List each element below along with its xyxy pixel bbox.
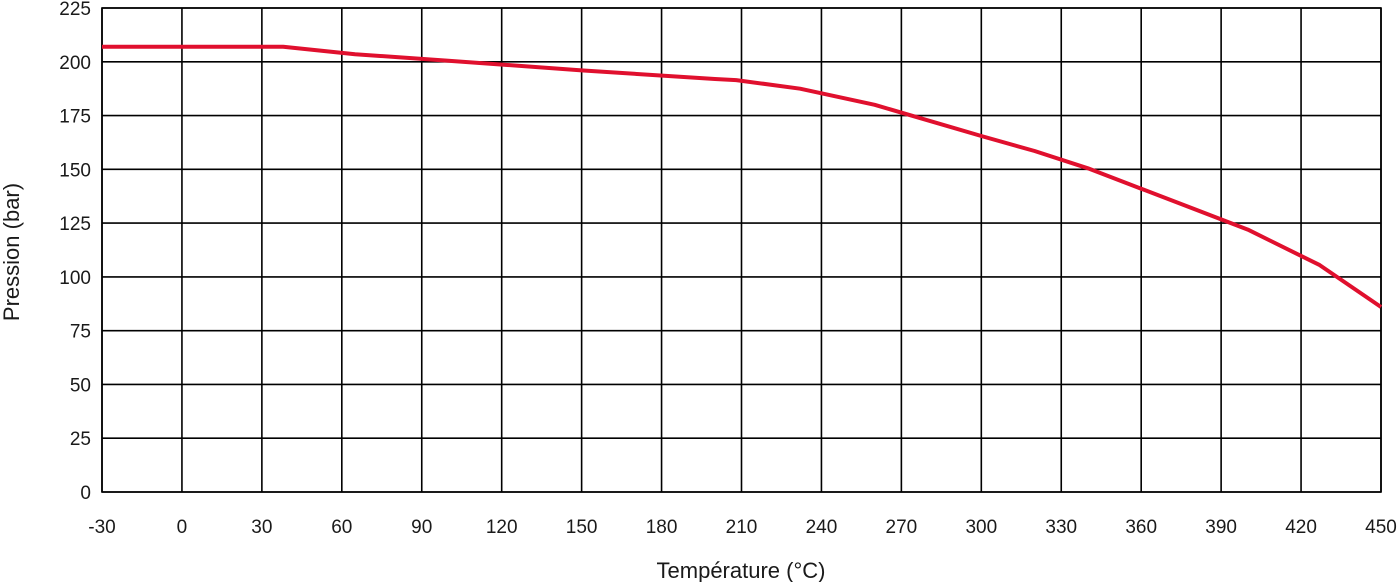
y-axis-tick-labels: 0 25 50 75 100 125 150 175 200 225 [59,0,91,504]
plot-frame [101,7,1382,493]
x-tick-label: -30 [88,517,115,538]
x-tick-label: 0 [177,517,188,538]
y-tick-label: 225 [59,0,91,20]
x-tick-label: 330 [1045,517,1077,538]
x-tick-label: 90 [411,517,432,538]
series-layer [102,44,1383,309]
x-tick-label: 300 [965,517,997,538]
y-tick-label: 0 [80,483,91,504]
x-tick-label: 60 [331,517,352,538]
x-tick-label: 210 [726,517,758,538]
x-axis-tick-labels: -30 0 30 60 90 120 150 180 210 240 270 300 330 360 390… [88,517,1397,538]
x-axis-title: Température (°C) [657,558,826,582]
grid [101,7,1382,493]
y-tick-label: 50 [70,375,91,396]
x-tick-label: 420 [1285,517,1317,538]
y-tick-label: 100 [59,268,91,289]
y-tick-label: 25 [70,429,91,450]
x-tick-label: 360 [1125,517,1157,538]
y-tick-label: 125 [59,214,91,235]
x-tick-label: 450 [1365,517,1397,538]
y-tick-label: 175 [59,107,91,128]
y-tick-label: 75 [70,322,91,343]
y-tick-label: 150 [59,160,91,181]
x-tick-label: 270 [886,517,918,538]
x-tick-label: 120 [486,517,518,538]
y-axis-title: Pression (bar) [0,183,24,321]
x-tick-label: 180 [646,517,678,538]
x-tick-label: 150 [566,517,598,538]
x-tick-label: 240 [806,517,838,538]
x-tick-label: 30 [251,517,272,538]
y-tick-label: 200 [59,53,91,74]
series-line [102,44,1383,309]
x-tick-label: 390 [1205,517,1237,538]
